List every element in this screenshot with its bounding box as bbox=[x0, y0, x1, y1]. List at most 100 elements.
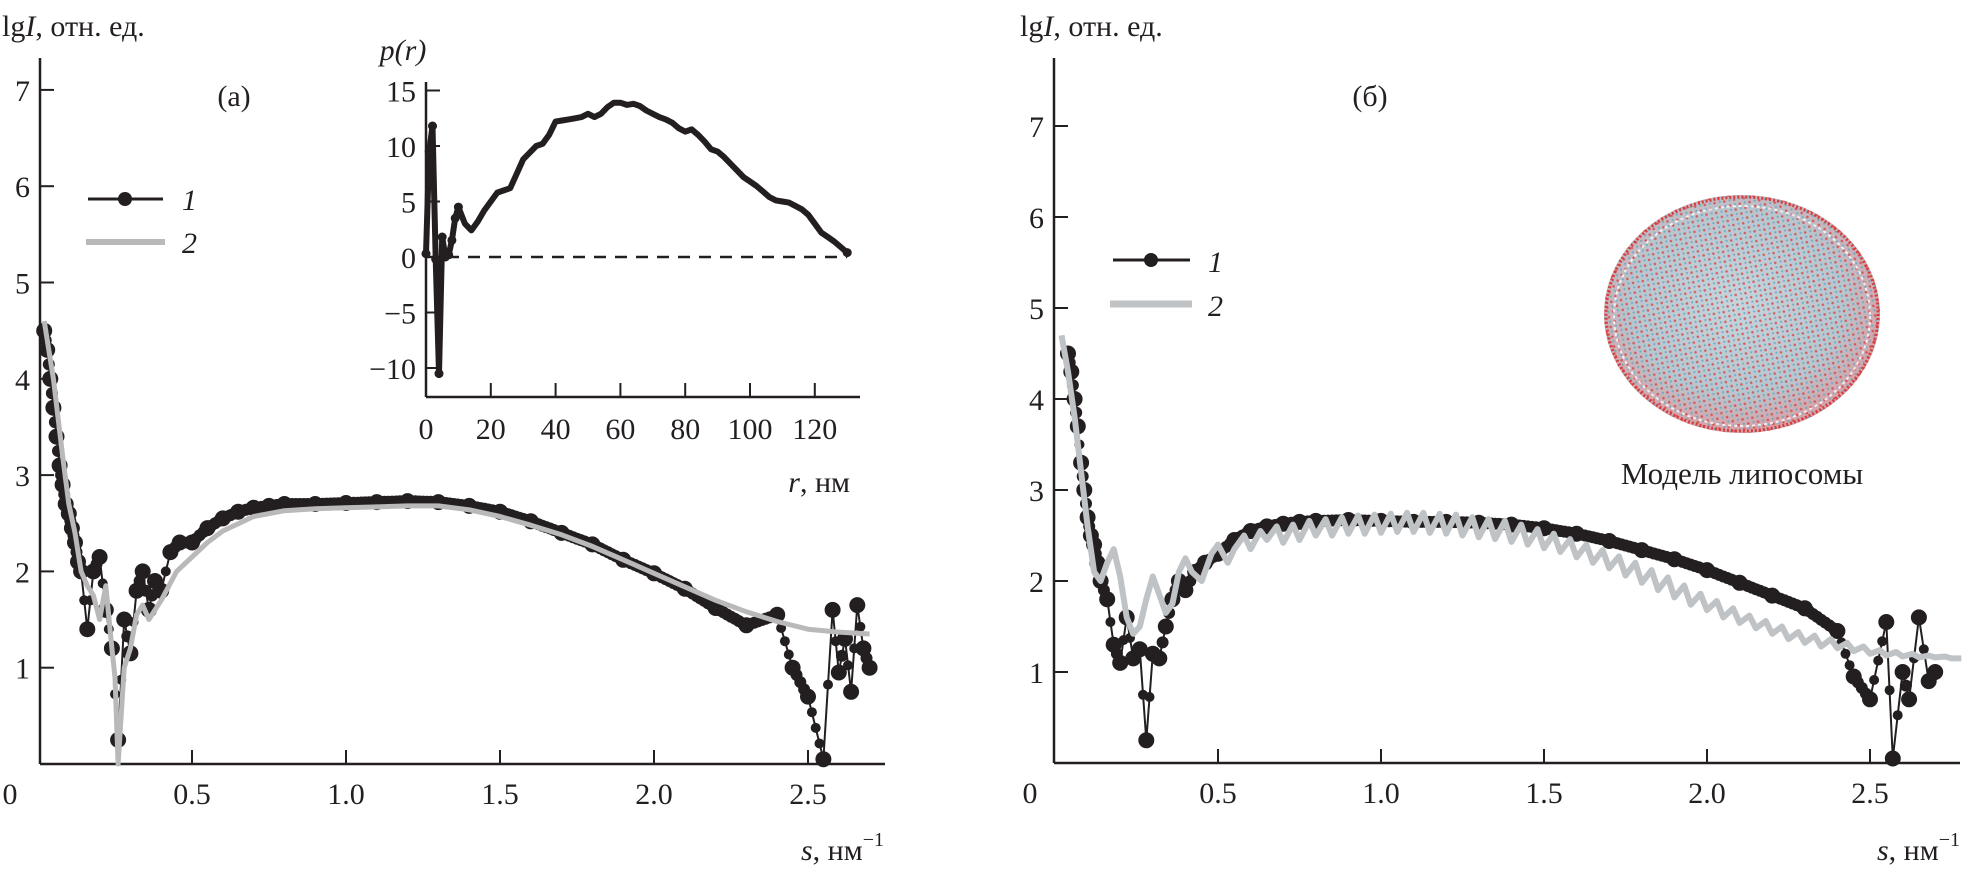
legend-item-1: 1 bbox=[1113, 246, 1223, 279]
series-1-point bbox=[861, 659, 878, 676]
legend-label-2: 2 bbox=[182, 227, 197, 260]
y-tick-label: 4 bbox=[1029, 384, 1044, 417]
y-tick-label: 1 bbox=[15, 653, 30, 686]
series-1-point bbox=[116, 611, 133, 628]
series-1-point bbox=[1901, 691, 1918, 708]
y-tick-label: 3 bbox=[15, 460, 30, 493]
series-1-point bbox=[1884, 750, 1901, 767]
panel-a-y-axis-label: lgI, отн. ед. bbox=[2, 10, 145, 43]
series-1-point bbox=[1151, 650, 1168, 667]
svg-text:s, нм−1: s, нм−1 bbox=[1877, 829, 1960, 867]
panel-a-x-axis-label: s, нм−1 bbox=[801, 829, 884, 867]
panel-b-label: (б) bbox=[1352, 80, 1387, 113]
series-1-point bbox=[1918, 644, 1929, 655]
legend-item-2: 2 bbox=[86, 227, 197, 260]
series-1-point bbox=[91, 549, 108, 565]
series-1-point bbox=[824, 601, 841, 618]
inset-pr-point bbox=[424, 147, 434, 157]
svg-text:r, нм: r, нм bbox=[788, 466, 850, 499]
inset-pr-point bbox=[428, 121, 437, 131]
series-1-point bbox=[849, 597, 866, 614]
inset-x-tick-label: 80 bbox=[670, 413, 700, 446]
series-1-point bbox=[815, 751, 832, 768]
series-1-point bbox=[855, 621, 866, 632]
panel-b-ticks: 1 2 3 4 5 6 7 0 0.5 1.0 1.5 2.0 2.5 bbox=[1023, 111, 1889, 810]
x-tick-label: 2.5 bbox=[789, 778, 827, 811]
series-2-fit-line bbox=[41, 320, 870, 767]
y-tick-label: 5 bbox=[1029, 293, 1044, 326]
series-1-point bbox=[1878, 614, 1895, 630]
panel-b-axes bbox=[1052, 58, 1960, 765]
series-1-point bbox=[79, 621, 96, 638]
y-tick-label: 2 bbox=[1029, 566, 1044, 599]
series-1-point bbox=[1633, 542, 1650, 559]
legend-label-2: 2 bbox=[1208, 290, 1223, 323]
series-1-point bbox=[1099, 591, 1116, 608]
panel-a-ticks: 1 2 3 4 5 6 7 0 0.5 1.0 1.5 2.0 2.5 bbox=[3, 75, 827, 811]
series-1-point bbox=[261, 497, 277, 514]
inset-pr-point bbox=[437, 232, 447, 242]
series-1-point bbox=[214, 510, 231, 527]
svg-text:lgI, отн. ед.: lgI, отн. ед. bbox=[2, 10, 145, 43]
inset-pr-point bbox=[842, 248, 852, 258]
series-1-point bbox=[1884, 685, 1895, 696]
series-1-point bbox=[1877, 636, 1888, 647]
inset-y-tick-label: 10 bbox=[386, 131, 416, 164]
y-tick-label: 7 bbox=[15, 75, 30, 108]
series-1-point bbox=[1131, 641, 1148, 658]
series-1-point bbox=[843, 660, 853, 671]
x-tick-label: 0 bbox=[1023, 777, 1038, 810]
inset-pr-point bbox=[447, 235, 457, 245]
series-1-point bbox=[779, 636, 790, 647]
legend-marker-dot bbox=[118, 192, 132, 206]
inset-y-tick-label: 15 bbox=[386, 76, 416, 109]
y-tick-label: 1 bbox=[1029, 657, 1044, 690]
series-1-point bbox=[134, 563, 151, 580]
panel-a-legend: 1 2 bbox=[86, 184, 197, 260]
series-1-point bbox=[1144, 692, 1155, 702]
x-tick-label: 1.5 bbox=[481, 778, 519, 811]
series-1-point bbox=[1731, 574, 1748, 591]
series-1-point bbox=[843, 683, 860, 700]
inset-y-tick-label: −10 bbox=[369, 353, 416, 386]
x-tick-label: 0.5 bbox=[1199, 777, 1237, 810]
liposome-caption: Модель липосомы bbox=[1621, 456, 1863, 491]
liposome-inner-layer bbox=[1613, 205, 1871, 427]
panel-a-axes bbox=[38, 58, 885, 766]
series-1-point bbox=[1112, 654, 1129, 671]
series-1-point bbox=[85, 563, 102, 580]
series-1-point bbox=[784, 659, 801, 676]
inset-pr-point bbox=[421, 249, 431, 259]
inset-x-tick-label: 100 bbox=[728, 413, 773, 446]
series-1-point bbox=[1105, 617, 1116, 627]
liposome-outer-layer bbox=[1604, 195, 1880, 433]
series-1-point bbox=[1796, 600, 1813, 617]
legend-item-1: 1 bbox=[88, 184, 197, 217]
y-tick-label: 5 bbox=[15, 268, 30, 301]
inset-pr-point bbox=[431, 254, 441, 264]
series-1-point bbox=[1869, 675, 1880, 685]
series-1-point bbox=[783, 649, 794, 660]
inset-pr-point bbox=[450, 213, 460, 223]
x-tick-label: 2.5 bbox=[1851, 777, 1889, 810]
panel-a-label: (а) bbox=[217, 80, 250, 113]
inset-x-tick-label: 40 bbox=[541, 413, 571, 446]
panel-a: lgI, отн. ед. (а) 1 2 3 4 5 6 7 0 0.5 1.0 1.5 2.0 2.… bbox=[2, 10, 885, 867]
series-1-point bbox=[1156, 636, 1169, 649]
series-1-point bbox=[128, 582, 145, 599]
x-tick-label: 1.0 bbox=[1362, 777, 1400, 810]
x-tick-label: 1.5 bbox=[1525, 777, 1563, 810]
series-1-point bbox=[1764, 587, 1781, 604]
inset-y-tick-label: 0 bbox=[401, 242, 416, 275]
y-tick-label: 3 bbox=[1029, 475, 1044, 508]
y-tick-label: 6 bbox=[1029, 202, 1044, 235]
series-1-point bbox=[1862, 691, 1878, 708]
series-1-point bbox=[1666, 551, 1683, 568]
x-tick-label: 0.5 bbox=[173, 778, 211, 811]
inset-x-tick-label: 20 bbox=[476, 413, 506, 446]
inset-axes bbox=[424, 82, 860, 399]
series-1-point bbox=[814, 738, 825, 749]
panel-b-y-axis-label: lgI, отн. ед. bbox=[1020, 10, 1163, 43]
